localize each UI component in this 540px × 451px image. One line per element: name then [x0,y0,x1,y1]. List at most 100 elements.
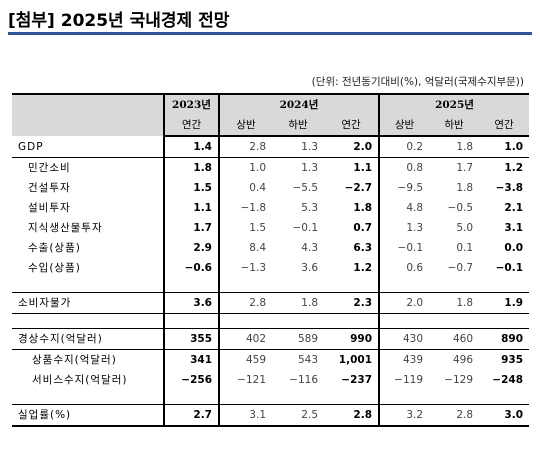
cell: 3.6 [301,262,318,274]
cell: 1.8 [272,292,324,314]
row-label: 서비스수지(억달러) [32,374,128,386]
cell: 2.7 [163,404,219,427]
header-period: 연간 [324,115,380,137]
cell: −0.1 [378,238,430,258]
cell: 0.4 [218,178,272,198]
spacer-row [12,390,529,405]
row-label: 건설투자 [28,182,71,194]
cell: −256 [163,370,219,390]
table-row: 실업률(%) 2.7 3.1 2.5 2.8 3.2 2.8 3.0 [12,404,530,427]
cell: −2.7 [344,182,373,194]
cell: −5.5 [292,182,319,194]
header-corner [12,93,164,136]
header-period: 하반 [272,115,324,137]
row-label: 경상수지(억달러) [12,328,164,350]
cell: 2.5 [272,404,324,427]
cell: 1.5 [163,178,219,198]
cell: 1.1 [353,162,373,174]
header-period: 상반 [378,115,430,137]
table-row: 건설투자 1.5 0.4 −5.5 −2.7 −9.5 1.8 −3.8 [12,178,529,198]
row-label: 지식생산물투자 [28,222,103,234]
spacer-row [12,313,529,329]
cell: 355 [163,328,219,350]
cell: 2.1 [504,202,524,214]
cell: 2.0 [324,136,380,158]
cell: 1.8 [456,182,474,194]
row-label: 수입(상품) [28,262,81,274]
cell: 1.8 [163,157,219,178]
cell: 0.0 [504,242,524,254]
cell: 0.1 [456,242,474,254]
cell: −237 [341,374,373,386]
table-row: 설비투자 1.1 −1.8 5.3 1.8 4.8 −0.5 2.1 [12,198,529,218]
table-row: 상품수지(억달러) 341 459 543 1,001 439 496 935 [12,349,529,370]
cell: 3.1 [504,222,524,234]
table-row: 지식생산물투자 1.7 1.5 −0.1 0.7 1.3 5.0 3.1 [12,218,529,238]
table-row: 서비스수지(억달러) −256 −121 −116 −237 −119 −129… [12,370,529,390]
table-row: 경상수지(억달러) 355 402 589 990 430 460 890 [12,328,530,350]
cell: 2.8 [218,292,272,314]
cell: 1.4 [163,136,219,158]
header-period: 연간 [163,115,219,137]
header-period: 하반 [429,115,480,137]
header-period: 상반 [218,115,272,137]
row-label: 소비자물가 [12,292,164,314]
row-label: 상품수지(억달러) [32,354,117,366]
cell: 5.0 [456,222,474,234]
table-row: 민간소비 1.8 1.0 1.3 1.1 0.8 1.7 1.2 [12,157,529,178]
cell: −129 [444,374,474,386]
cell: 990 [324,328,380,350]
cell: 8.4 [218,238,272,258]
cell: 2.0 [378,292,430,314]
header-period: 연간 [479,115,530,137]
cell: 2.3 [324,292,380,314]
cell: 1.8 [353,202,373,214]
cell: 5.3 [301,202,318,214]
cell: −1.8 [218,198,272,218]
cell: −0.1 [292,222,319,234]
cell: 1,001 [338,354,373,366]
cell: 1.9 [479,292,530,314]
cell: −0.7 [447,262,474,274]
cell: 1.7 [163,218,219,238]
cell: 2.8 [324,404,380,427]
cell: 3.1 [218,404,272,427]
cell: 935 [501,354,524,366]
cell: −0.6 [163,258,219,278]
cell: −1.3 [218,258,272,278]
cell: 1.2 [504,162,524,174]
cell: 1.0 [218,157,272,178]
cell: 402 [218,328,272,350]
cell: 0.7 [353,222,373,234]
cell: 460 [429,328,480,350]
unit-note: (단위: 전년동기대비(%), 억달러(국제수지부문)) [311,76,524,88]
cell: 1.7 [456,162,474,174]
table-row: GDP 1.4 2.8 1.3 2.0 0.2 1.8 1.0 [12,136,530,158]
table-row: 수입(상품) −0.6 −1.3 3.6 1.2 0.6 −0.7 −0.1 [12,258,529,278]
cell: 1.8 [429,292,480,314]
table-row: 소비자물가 3.6 2.8 1.8 2.3 2.0 1.8 1.9 [12,292,530,314]
table-row: 수출(상품) 2.9 8.4 4.3 6.3 −0.1 0.1 0.0 [12,238,529,258]
cell: 0.6 [378,258,430,278]
cell: 3.6 [163,292,219,314]
cell: −119 [378,370,430,390]
cell: 1.0 [479,136,530,158]
cell: 1.3 [301,162,318,174]
cell: 6.3 [353,242,373,254]
cell: 1.5 [218,218,272,238]
cell: 1.8 [429,136,480,158]
header-2025: 2025년 [378,93,530,115]
cell: 4.8 [378,198,430,218]
header-2023: 2023년 [163,93,219,115]
cell: 341 [163,349,219,370]
page-title: [첨부] 2025년 국내경제 전망 [8,11,230,31]
cell: −3.8 [495,182,524,194]
row-label: 수출(상품) [28,242,81,254]
row-label: 민간소비 [28,162,71,174]
cell: 589 [272,328,324,350]
cell: 543 [297,354,318,366]
row-label: 설비투자 [28,202,71,214]
cell: 430 [378,328,430,350]
cell: 1.3 [378,218,430,238]
cell: −0.5 [447,202,474,214]
